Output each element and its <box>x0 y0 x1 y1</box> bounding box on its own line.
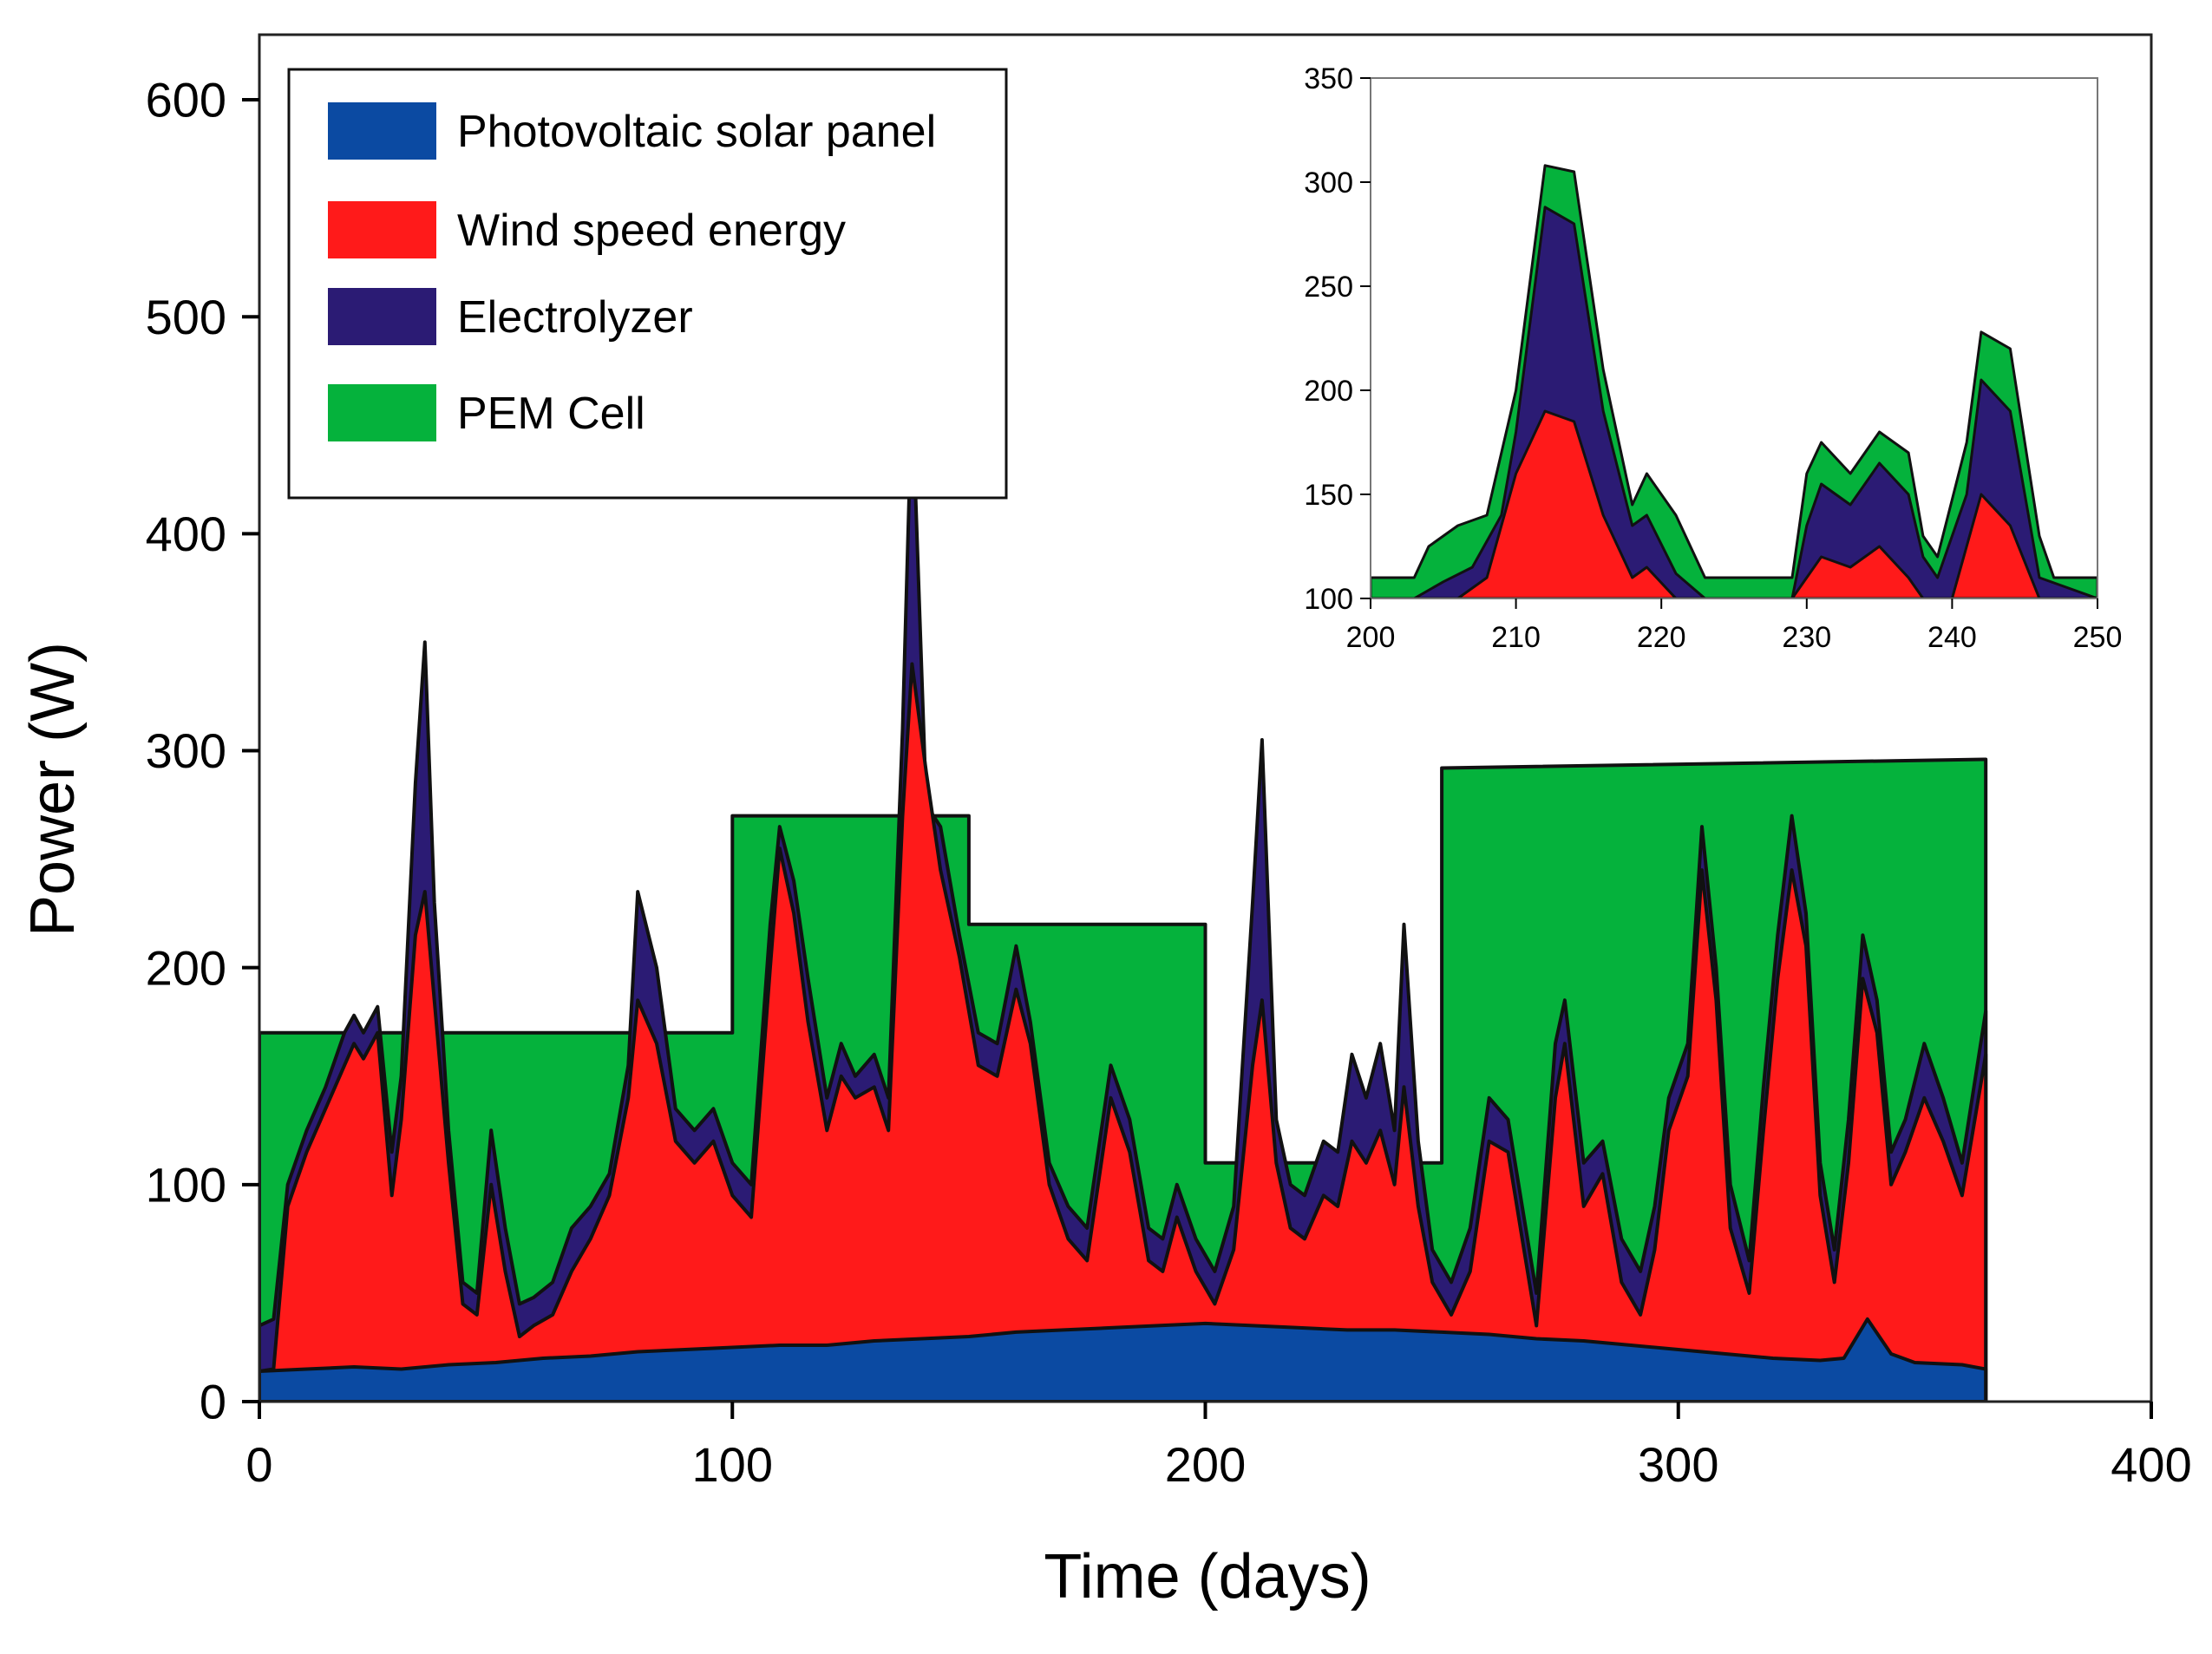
main-x-tick-label: 100 <box>692 1437 773 1492</box>
main-y-tick-label: 500 <box>146 290 226 344</box>
legend-label-electrolyzer: Electrolyzer <box>457 292 693 343</box>
inset-frame <box>1370 77 2098 599</box>
main-y-tick-label: 400 <box>146 507 226 561</box>
legend: Photovoltaic solar panel Wind speed energ… <box>287 68 1008 500</box>
main-y-tick-label: 0 <box>200 1375 226 1429</box>
legend-swatch-photovoltaic-solar-panel <box>328 102 436 160</box>
series-area-wind-speed-energy <box>1371 409 2097 598</box>
series-area-photovoltaic-solar-panel <box>259 1317 1988 1402</box>
main-y-tick-label: 600 <box>146 73 226 127</box>
x-axis-label: Time (days) <box>1044 1542 1371 1612</box>
main-x-tick-label: 300 <box>1638 1437 1718 1492</box>
main-x-tick-label: 400 <box>2111 1437 2191 1492</box>
legend-swatch-electrolyzer <box>328 288 436 345</box>
inset-x-tick-label: 220 <box>1637 621 1686 654</box>
main-y-tick-label: 200 <box>146 940 226 995</box>
legend-label-pem-cell: PEM Cell <box>457 389 645 439</box>
inset-areas <box>1371 164 2097 598</box>
main-x-tick-label: 0 <box>245 1437 272 1492</box>
legend-swatch-pem-cell <box>328 384 436 441</box>
legend-label-photovoltaic-solar-panel: Photovoltaic solar panel <box>457 107 936 157</box>
inset-plot: 200 210 220 230 240 250 100 150 200 250 300 350 <box>1304 62 2122 654</box>
y-axis-label: Power (W) <box>18 642 88 937</box>
main-areas <box>259 390 1988 1402</box>
legend-label-wind-speed-energy: Wind speed energy <box>457 206 846 256</box>
inset-y-tick-label: 100 <box>1304 583 1353 616</box>
main-plot: 0 100 200 300 400 0 100 200 300 400 500 600 <box>146 33 2192 1492</box>
inset-x-tick-label: 250 <box>2073 621 2123 654</box>
inset-y-tick-label: 350 <box>1304 62 1353 95</box>
main-y-tick-label: 100 <box>146 1157 226 1212</box>
inset-y-tick-label: 150 <box>1304 479 1353 512</box>
main-x-tick-label: 200 <box>1165 1437 1246 1492</box>
inset-y-tick-label: 200 <box>1304 375 1353 408</box>
legend-swatch-wind-speed-energy <box>328 201 436 258</box>
inset-x-tick-label: 200 <box>1346 621 1396 654</box>
inset-y-tick-label: 300 <box>1304 167 1353 199</box>
inset-x-tick-label: 210 <box>1491 621 1541 654</box>
inset-x-tick-label: 230 <box>1782 621 1831 654</box>
main-y-tick-label: 300 <box>146 723 226 778</box>
series-area-wind-speed-energy <box>259 662 1988 1402</box>
inset-x-tick-label: 240 <box>1927 621 1977 654</box>
inset-y-tick-label: 250 <box>1304 271 1353 304</box>
